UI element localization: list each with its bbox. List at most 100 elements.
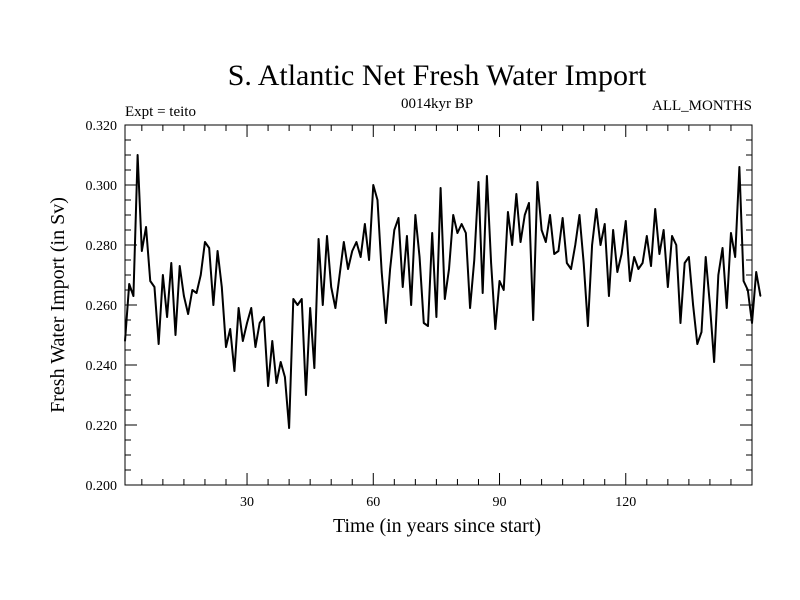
plot-frame [124,124,753,486]
data-point [704,256,707,258]
data-point [166,316,168,318]
data-point [187,313,189,315]
data-point [717,274,720,276]
data-point [351,250,354,252]
data-point [549,214,551,216]
data-point [662,229,665,231]
data-point [216,250,219,252]
months-label: ALL_MONTHS [652,98,752,114]
data-point [759,295,762,297]
data-point [629,280,631,282]
data-point [608,295,610,297]
data-point [229,328,231,330]
data-point [389,268,391,270]
data-point [321,304,324,306]
data-point [540,229,543,231]
data-point [343,241,345,243]
y-tick-label: 0.240 [86,359,118,374]
data-point [570,268,572,270]
data-point [418,256,421,258]
data-point [427,325,429,327]
period-label: 0014kyr BP [401,96,473,112]
data-point [566,262,568,264]
data-point [330,286,332,288]
data-series-line [124,154,762,429]
data-point [305,394,307,396]
data-point [431,232,433,234]
data-point [667,286,669,288]
data-point [338,274,341,276]
data-point [490,262,492,264]
data-point [414,214,417,216]
data-point [237,307,240,309]
data-point [208,247,210,249]
data-point [296,304,299,306]
data-point [481,292,484,294]
data-point [300,298,303,300]
data-point [292,298,295,300]
data-point [696,343,699,345]
data-point [452,214,455,216]
data-point [494,328,497,330]
data-point [646,235,648,237]
data-point [359,256,362,258]
data-point [502,289,505,291]
data-point [271,340,274,342]
data-point [183,295,185,297]
data-points [124,154,762,429]
data-point [515,193,518,195]
data-point [523,214,526,216]
data-point [225,346,227,348]
data-point [199,274,202,276]
data-point [456,232,459,234]
data-point [267,385,269,387]
data-point [157,343,160,345]
y-tick-label: 0.300 [86,179,118,194]
data-point [557,250,560,252]
data-point [460,223,463,225]
data-point [528,202,530,204]
data-point [372,184,375,186]
data-point [444,298,446,300]
data-point [713,361,715,363]
data-point [641,262,644,264]
data-point [250,307,253,309]
data-point [136,154,139,156]
data-point [162,274,164,276]
data-point [422,322,425,324]
data-point [465,232,467,234]
x-tick-label: 30 [240,495,254,510]
data-point [595,208,598,210]
data-point [174,334,177,336]
data-point [149,280,152,282]
data-point [204,241,206,243]
data-point [683,262,686,264]
data-point [410,304,412,306]
y-tick-label: 0.260 [86,299,118,314]
data-point [448,268,450,270]
data-point [692,304,694,306]
data-point [195,292,198,294]
data-point [612,229,614,231]
data-point [688,256,690,258]
data-point [246,322,248,324]
data-point [191,289,194,291]
data-point [132,295,135,297]
data-point [275,382,278,384]
x-tick-label: 60 [366,495,380,510]
data-point [385,322,387,324]
data-point [473,259,476,261]
data-point [620,253,623,255]
data-point [401,286,404,288]
data-point [145,226,147,228]
data-point [624,220,627,222]
data-point [220,286,223,288]
data-point [675,244,678,246]
y-tick-label: 0.220 [86,419,118,434]
data-point [700,331,703,333]
data-point [591,244,593,246]
data-point [746,289,749,291]
data-point [141,250,143,252]
data-point [313,367,316,369]
